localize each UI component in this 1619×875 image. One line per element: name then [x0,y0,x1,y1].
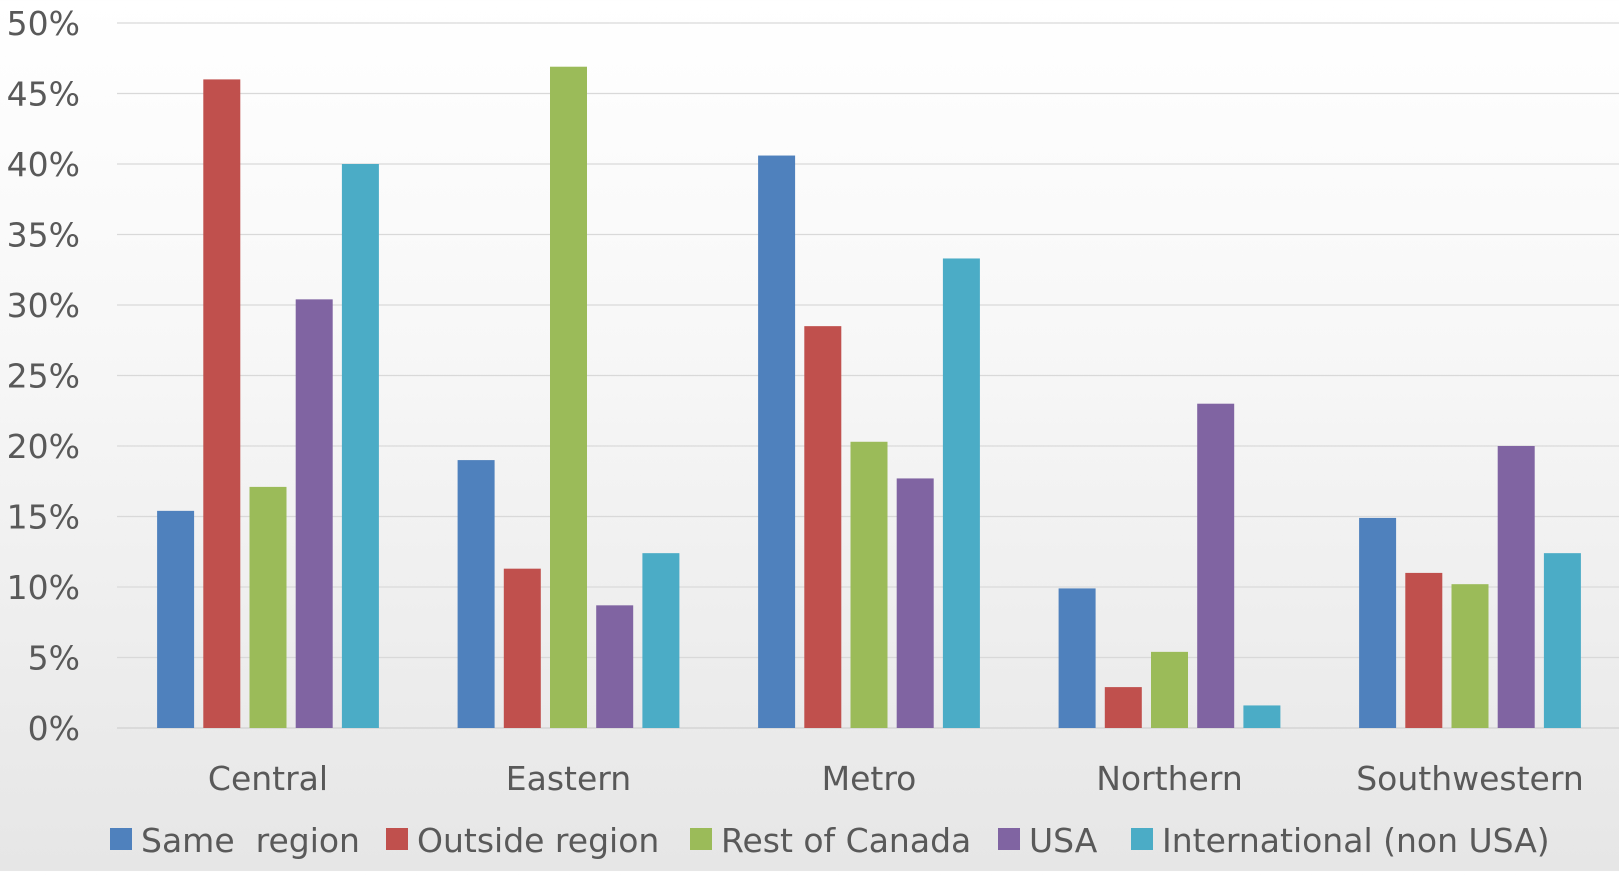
bar-central-2 [250,487,287,728]
bar-central-3 [296,299,333,728]
bar-metro-4 [943,258,980,728]
legend-label: USA [1029,821,1098,860]
y-tick-label: 45% [7,75,80,114]
y-tick-label: 30% [7,286,80,325]
legend-label: Rest of Canada [721,821,971,860]
bar-northern-2 [1151,652,1188,728]
bar-southwestern-3 [1498,446,1535,728]
legend-swatch [386,828,408,850]
x-tick-label: Eastern [506,759,631,798]
legend-label: International (non USA) [1162,821,1550,860]
bar-northern-0 [1059,588,1096,728]
y-axis-ticks: 0% 5% 10% 15% 20% 25% 30% 35% 40% 45% 50% [7,4,80,748]
legend-swatch [690,828,712,850]
y-tick-label: 10% [7,568,80,607]
bar-northern-4 [1243,705,1280,728]
bar-eastern-4 [642,553,679,728]
bars [157,67,1581,728]
bar-eastern-3 [596,605,633,728]
y-tick-label: 15% [7,498,80,537]
bar-southwestern-2 [1452,584,1489,728]
x-axis-ticks: Central Eastern Metro Northern Southwestern [208,759,1584,798]
bar-southwestern-4 [1544,553,1581,728]
bar-central-0 [157,511,194,728]
y-tick-label: 50% [7,4,80,43]
x-tick-label: Southwestern [1356,759,1584,798]
bar-eastern-2 [550,67,587,728]
y-tick-label: 35% [7,216,80,255]
x-tick-label: Central [208,759,328,798]
legend-label: Outside region [417,821,659,860]
y-tick-label: 0% [28,709,80,748]
legend: Same region Outside region Rest of Canada U… [110,821,1550,860]
bar-eastern-0 [458,460,495,728]
legend-swatch [110,828,132,850]
bar-eastern-1 [504,569,541,728]
bar-central-4 [342,164,379,728]
bar-metro-1 [804,326,841,728]
legend-swatch [998,828,1020,850]
bar-metro-3 [897,478,934,728]
bar-southwestern-0 [1359,518,1396,728]
bar-metro-0 [758,156,795,728]
bar-northern-1 [1105,687,1142,728]
bar-northern-3 [1197,404,1234,728]
legend-label: Same region [141,821,360,860]
y-tick-label: 20% [7,427,80,466]
legend-swatch [1131,828,1153,850]
bar-southwestern-1 [1405,573,1442,728]
x-tick-label: Metro [822,759,917,798]
bar-central-1 [203,79,240,728]
y-tick-label: 25% [7,357,80,396]
x-tick-label: Northern [1096,759,1243,798]
y-tick-label: 40% [7,145,80,184]
y-tick-label: 5% [28,639,80,678]
bar-metro-2 [851,442,888,728]
